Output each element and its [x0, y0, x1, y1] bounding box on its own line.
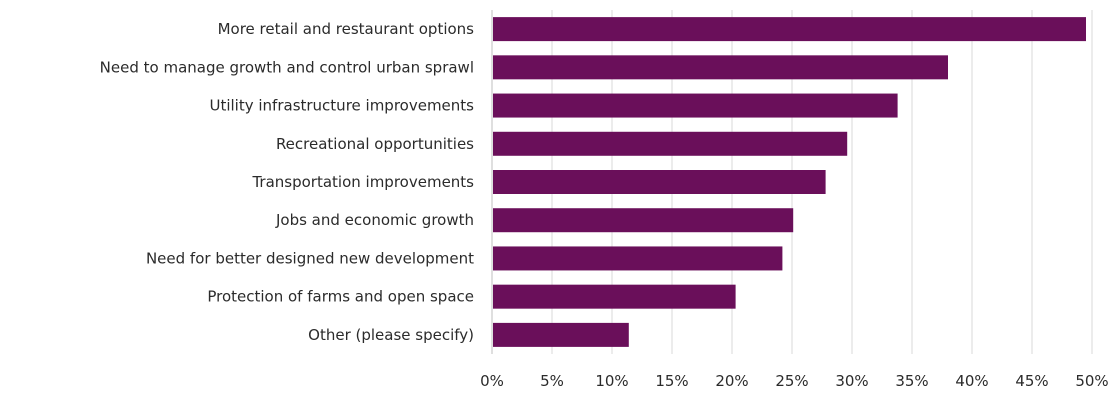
bar [493, 208, 794, 233]
x-tick-label: 5% [540, 372, 564, 390]
x-tick-label: 35% [895, 372, 928, 390]
bar [493, 322, 629, 347]
x-tick-labels: 0% 5% 10% 15% 20% 25% 30% 35% 40% 45% 50% [480, 372, 1109, 390]
category-label: Protection of farms and open space [207, 288, 474, 306]
bar [493, 131, 848, 156]
x-tick-label: 45% [1015, 372, 1048, 390]
bar [493, 55, 948, 80]
x-tick-label: 15% [655, 372, 688, 390]
bar [493, 17, 1086, 42]
category-label: Need to manage growth and control urban … [100, 58, 474, 76]
bar [493, 284, 736, 309]
category-label: Jobs and economic growth [275, 211, 474, 229]
category-label: Need for better designed new development [146, 249, 474, 267]
bar [493, 246, 783, 271]
x-tick-label: 20% [715, 372, 748, 390]
category-label: Transportation improvements [251, 173, 474, 191]
x-tick-label: 10% [595, 372, 628, 390]
category-label: Utility infrastructure improvements [209, 97, 474, 115]
bar [493, 93, 898, 118]
category-labels: More retail and restaurant options Need t… [100, 20, 475, 344]
x-tick-label: 50% [1075, 372, 1108, 390]
bar [493, 170, 826, 194]
category-label: Recreational opportunities [276, 135, 474, 153]
x-tick-label: 40% [955, 372, 988, 390]
x-tick-label: 30% [835, 372, 868, 390]
x-tick-label: 25% [775, 372, 808, 390]
category-label: Other (please specify) [308, 326, 474, 344]
category-label: More retail and restaurant options [218, 20, 475, 38]
bars-layer [493, 17, 1086, 347]
x-tick-label: 0% [480, 372, 504, 390]
